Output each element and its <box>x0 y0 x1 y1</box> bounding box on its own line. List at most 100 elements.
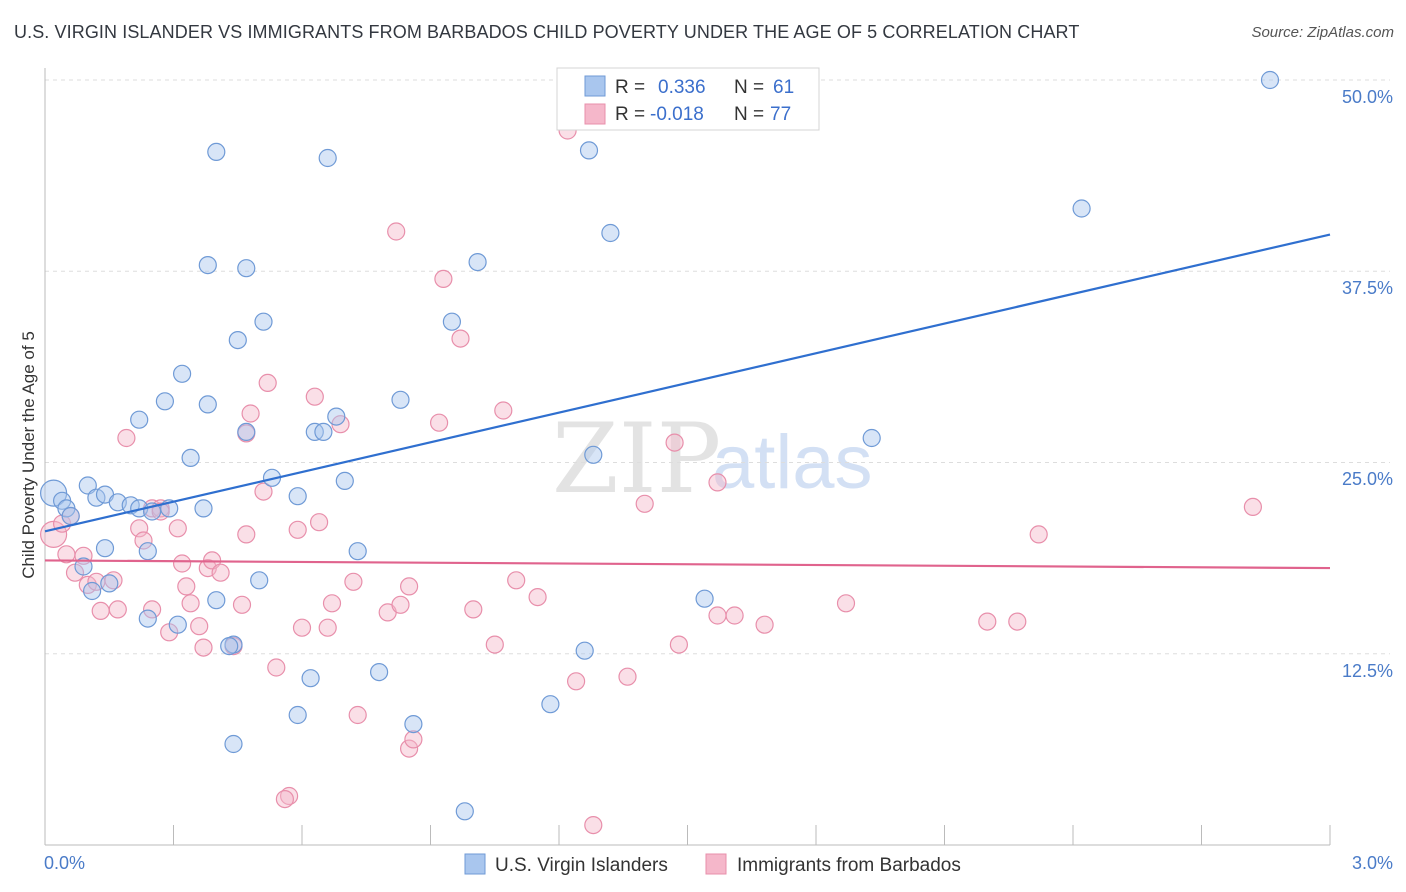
barbados-point-58 <box>528 587 547 607</box>
barbados-point-55 <box>485 635 504 654</box>
virgin-islanders-point-22 <box>173 364 192 383</box>
barbados-point-63 <box>635 494 654 513</box>
barbados-point-57 <box>507 571 526 590</box>
virgin-islanders-point-43 <box>695 589 714 608</box>
barbados-point-11 <box>117 428 136 448</box>
barbados-point-68 <box>708 473 727 492</box>
barbados-point-13 <box>134 531 153 550</box>
barbados-point-30 <box>241 404 260 423</box>
barbados-point-33 <box>258 373 277 392</box>
virgin-islanders-point-20 <box>228 331 247 350</box>
virgin-islanders-point-17 <box>207 142 226 161</box>
barbados-point-38 <box>305 387 324 406</box>
barbados-point-41 <box>322 594 342 613</box>
virgin-islanders-point-21 <box>254 312 273 331</box>
barbados-point-14 <box>143 600 162 619</box>
barbados-point-43 <box>344 572 363 591</box>
barbados-point-34 <box>267 658 286 677</box>
barbados-point-36 <box>288 520 307 539</box>
trend-line-barbados <box>44 559 1331 570</box>
barbados-point-23 <box>190 617 209 636</box>
source-label: Source: ZipAtlas.com <box>1251 24 1394 41</box>
virgin-islanders-point-37 <box>579 141 599 160</box>
virgin-islanders-point-35 <box>348 542 367 561</box>
barbados-point-47 <box>391 595 410 614</box>
legend-n-value-1: 61 <box>773 77 794 98</box>
barbados-point-26 <box>211 563 230 582</box>
axes <box>44 68 1331 846</box>
barbados-point-64 <box>669 635 689 654</box>
legend-r-value-2: -0.018 <box>650 104 704 125</box>
x-tick-label-max: 3.0% <box>1352 853 1393 873</box>
virgin-islanders-point-54 <box>288 705 307 725</box>
watermark-zip: ZIP <box>552 403 721 515</box>
legend-swatch-blue <box>584 75 606 97</box>
virgin-islanders-point-14 <box>82 581 102 601</box>
virgin-islanders-point-32 <box>314 422 333 441</box>
bottom-legend-label-pink: Immigrants from Barbados <box>737 855 961 876</box>
bottom-legend: U.S. Virgin Islanders Immigrants from Ba… <box>464 853 961 876</box>
virgin-islanders-point-12 <box>95 539 115 558</box>
virgin-islanders-point-49 <box>207 591 226 610</box>
virgin-islanders-point-13 <box>74 557 93 576</box>
barbados-point-75 <box>275 789 294 809</box>
barbados-point-73 <box>1029 525 1048 544</box>
virgin-islanders-point-59 <box>455 802 474 821</box>
virgin-islanders-point-26 <box>181 448 200 467</box>
barbados-point-44 <box>348 705 367 725</box>
bottom-legend-swatch-pink <box>705 853 727 875</box>
y-tick-label-50: 50.0% <box>1342 87 1393 107</box>
bottom-legend-label-blue: U.S. Virgin Islanders <box>495 855 668 876</box>
barbados-point-28 <box>232 595 252 614</box>
barbados-point-76 <box>194 638 213 657</box>
barbados-point-54 <box>464 600 483 619</box>
trend-line-virgin-islanders <box>44 233 1331 533</box>
virgin-islanders-point-15 <box>100 574 119 593</box>
barbados-point-62 <box>618 667 637 686</box>
virgin-islanders-point-18 <box>198 256 217 275</box>
virgin-islanders-point-27 <box>237 422 256 441</box>
virgin-islanders-point-47 <box>168 615 187 634</box>
barbados-point-67 <box>725 606 744 625</box>
legend-r-label-2: R = <box>615 104 645 125</box>
virgin-islanders-point-16 <box>138 542 157 561</box>
virgin-islanders-point-30 <box>288 487 307 506</box>
barbados-point-61 <box>584 815 603 835</box>
legend-n-label-2: N = <box>734 104 764 125</box>
barbados-point-72 <box>1008 612 1027 631</box>
barbados-point-51 <box>434 269 453 288</box>
barbados-point-22 <box>181 594 200 613</box>
barbados-point-45 <box>387 222 406 241</box>
y-tick-label-12-5: 12.5% <box>1342 661 1393 681</box>
barbados-point-50 <box>404 730 423 749</box>
virgin-islanders-point-24 <box>198 395 217 414</box>
virgin-islanders-point-48 <box>138 609 157 628</box>
virgin-islanders-point-33 <box>327 407 346 426</box>
virgin-islanders-point-52 <box>301 669 320 688</box>
barbados-point-65 <box>665 433 684 452</box>
barbados-point-19 <box>168 519 187 538</box>
x-tick-label-min: 0.0% <box>44 853 85 873</box>
virgin-islanders-point-51 <box>250 571 269 590</box>
barbados-point-60 <box>566 672 586 691</box>
barbados-point-32 <box>254 482 273 501</box>
barbados-point-31 <box>237 525 256 544</box>
virgin-islanders-point-55 <box>404 714 423 734</box>
virgin-islanders-point-42 <box>584 445 603 464</box>
virgin-islanders-point-56 <box>541 695 560 714</box>
virgin-islanders-point-34 <box>335 471 354 490</box>
bottom-legend-swatch-blue <box>464 853 486 875</box>
legend-swatch-pink <box>584 103 606 125</box>
barbados-point-70 <box>836 594 856 613</box>
virgin-islanders-point-38 <box>601 223 620 243</box>
virgin-islanders-point-57 <box>575 641 594 660</box>
barbados-point-39 <box>310 513 329 532</box>
barbados-point-40 <box>318 618 337 637</box>
barbados-point-74 <box>1243 497 1263 516</box>
virgin-islanders-point-25 <box>130 410 149 429</box>
virgin-islanders-point-29 <box>194 499 213 518</box>
legend-r-value-1: 0.336 <box>658 77 706 98</box>
virgin-islanders-point-39 <box>468 253 487 272</box>
barbados-point-21 <box>177 577 196 596</box>
